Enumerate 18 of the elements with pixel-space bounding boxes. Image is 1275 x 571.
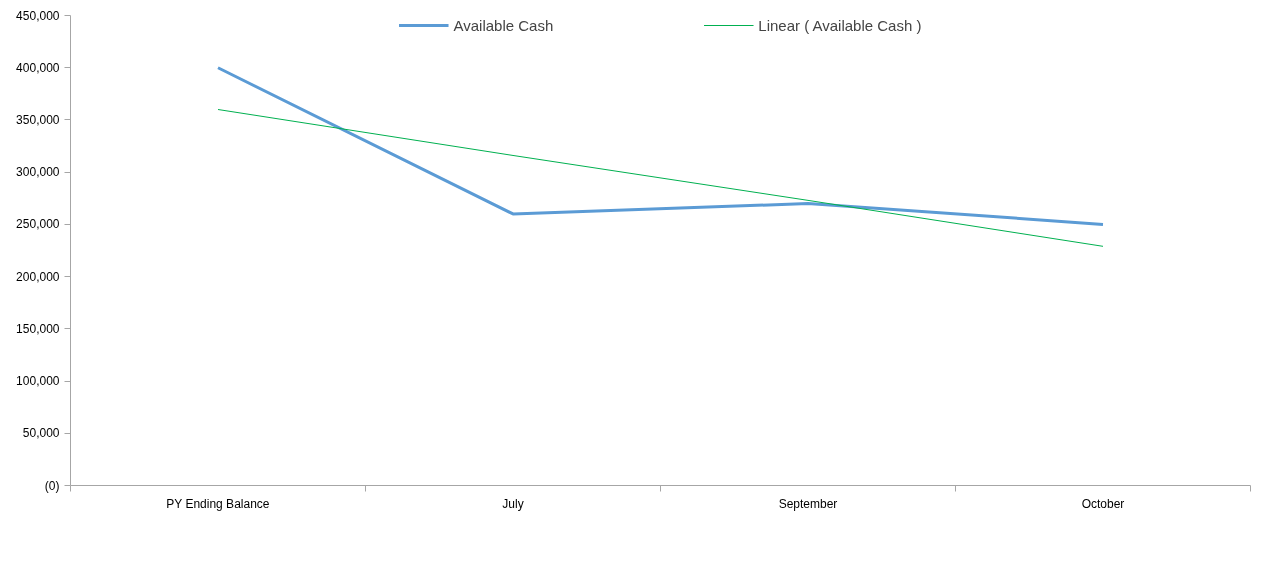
y-tick-label: 200,000 [16, 269, 60, 284]
y-tick-label: 400,000 [16, 60, 60, 75]
x-tick-label: PY Ending Balance [166, 496, 270, 511]
x-tick-label: July [502, 496, 524, 511]
y-tick-label: (0) [44, 478, 60, 493]
y-tick-label: 250,000 [16, 217, 60, 232]
y-tick-label: 150,000 [16, 321, 60, 336]
line-series [217, 109, 1104, 247]
y-tick-label: 450,000 [16, 8, 60, 23]
x-tick-label: October [1081, 496, 1125, 511]
y-tick-label: 50,000 [22, 426, 60, 441]
y-tick-label: 100,000 [16, 374, 60, 389]
y-tick-label: 350,000 [16, 112, 60, 127]
y-tick-label: 300,000 [16, 165, 60, 180]
line-series [216, 66, 1105, 226]
legend-label: Available Cash [453, 16, 554, 34]
x-tick-label: September [778, 496, 838, 511]
legend-label: Linear ( Available Cash ) [758, 16, 922, 34]
